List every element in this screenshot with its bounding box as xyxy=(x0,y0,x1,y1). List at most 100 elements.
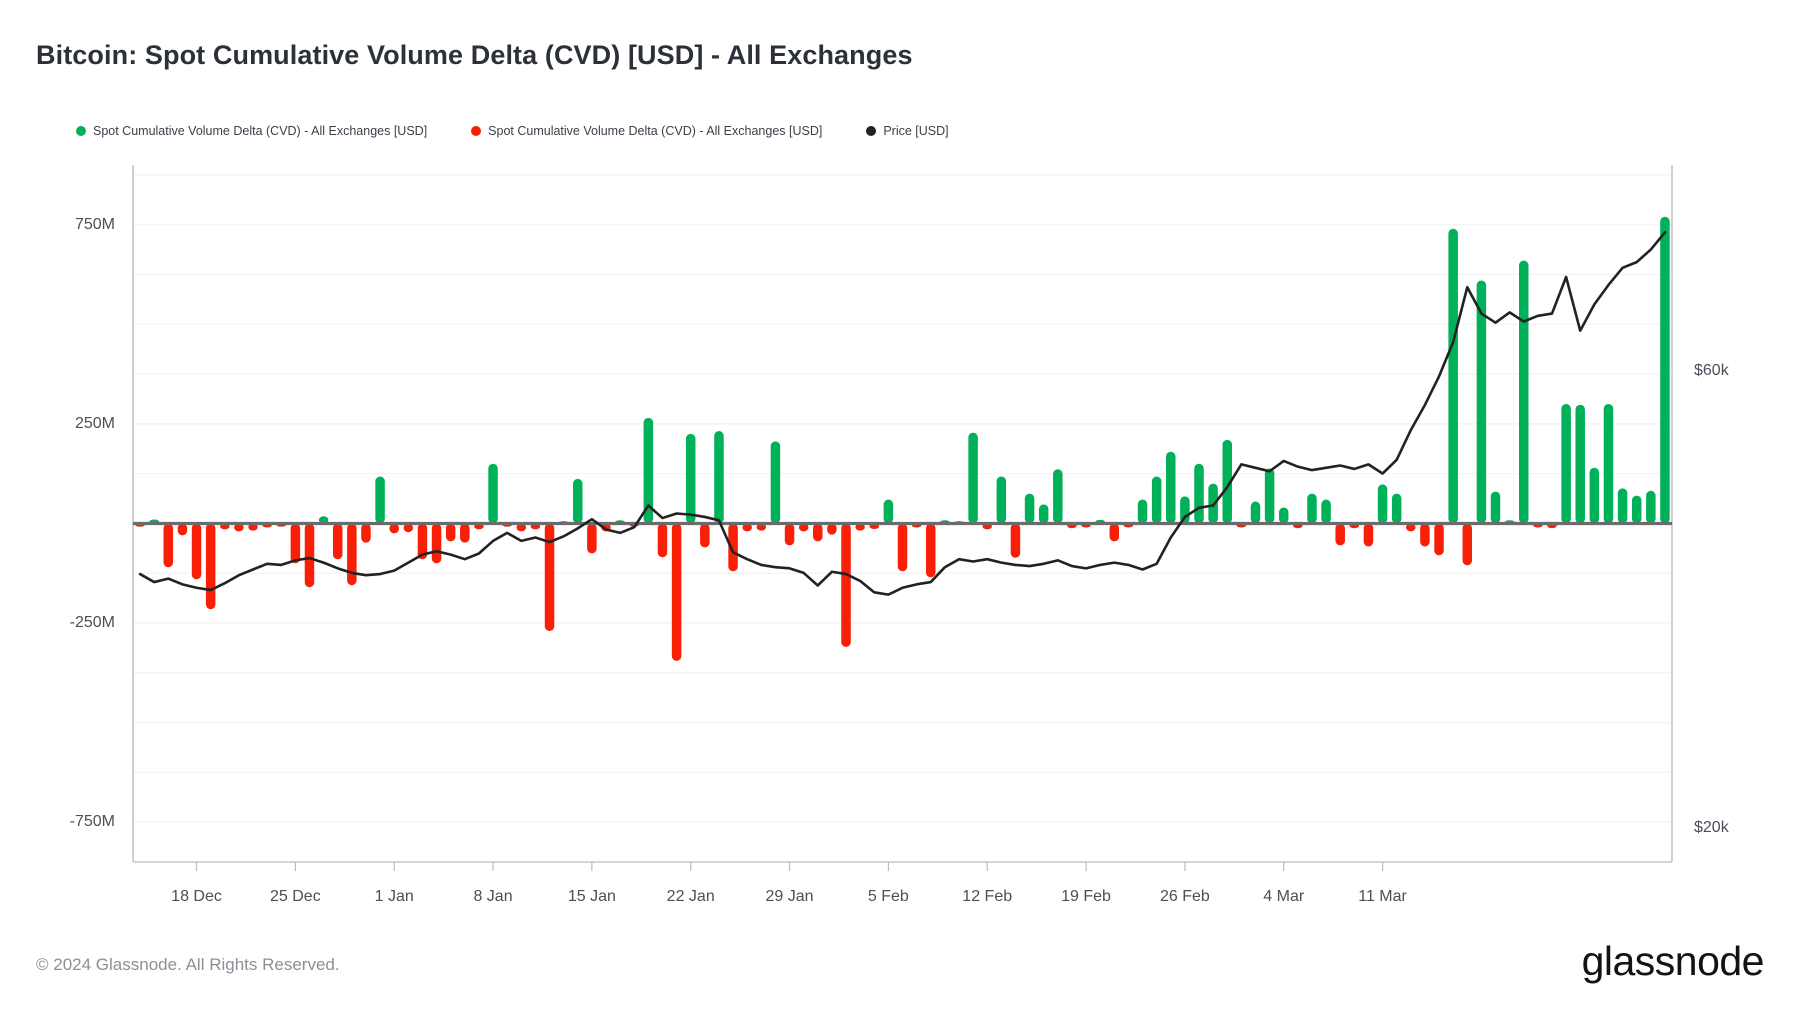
bar xyxy=(1631,495,1642,524)
bar xyxy=(587,523,597,554)
legend-item-cvd-negative[interactable]: Spot Cumulative Volume Delta (CVD) - All… xyxy=(471,125,822,138)
y-axis-left-tick: 250M xyxy=(74,414,115,432)
bar xyxy=(1137,499,1148,524)
bar xyxy=(770,441,781,524)
bar xyxy=(1646,490,1656,524)
bar-series xyxy=(135,216,1670,661)
y-axis-right-tick: $60k xyxy=(1694,361,1729,379)
bar xyxy=(897,523,908,572)
bar xyxy=(290,523,301,564)
y-axis-right-tick: $20k xyxy=(1694,818,1729,836)
bar xyxy=(841,523,851,647)
x-axis-tick: 8 Jan xyxy=(473,888,513,905)
bar xyxy=(573,478,583,524)
bar xyxy=(925,523,936,578)
x-axis-tick: 25 Dec xyxy=(270,888,321,905)
bar xyxy=(996,476,1007,524)
bar xyxy=(968,432,978,524)
bar xyxy=(1377,484,1388,524)
x-axis-tick: 12 Feb xyxy=(962,888,1013,905)
x-axis-tick: 29 Jan xyxy=(765,888,814,905)
bar xyxy=(700,523,710,548)
axis-frame xyxy=(132,165,1673,863)
bar xyxy=(1010,523,1021,558)
bar xyxy=(1307,493,1317,524)
bar xyxy=(827,523,837,535)
x-tick-marks xyxy=(195,862,1384,871)
legend-marker-black-icon xyxy=(866,126,877,136)
bar xyxy=(163,523,174,568)
gridlines xyxy=(133,174,1672,823)
x-axis-tick: 1 Jan xyxy=(374,888,414,905)
bar xyxy=(685,433,696,524)
bar xyxy=(403,523,414,533)
bar xyxy=(347,523,357,586)
legend-item-price[interactable]: Price [USD] xyxy=(866,125,949,138)
bar xyxy=(1490,491,1501,524)
x-axis-tick: 4 Mar xyxy=(1263,888,1305,905)
bar xyxy=(1109,523,1120,542)
bar xyxy=(1406,523,1416,532)
bar xyxy=(1038,504,1049,524)
x-axis-tick: 22 Jan xyxy=(666,888,715,905)
bar xyxy=(1603,403,1614,524)
bar xyxy=(1420,523,1430,547)
legend-label-cvd-negative: Spot Cumulative Volume Delta (CVD) - All… xyxy=(488,123,823,138)
y-axis-left-tick: 750M xyxy=(74,215,115,233)
bar xyxy=(671,523,682,661)
bar xyxy=(1335,523,1345,546)
bar xyxy=(1250,501,1261,524)
x-axis-tick: 5 Feb xyxy=(867,888,909,905)
legend-item-cvd-positive[interactable]: Spot Cumulative Volume Delta (CVD) - All… xyxy=(76,125,427,138)
bar xyxy=(1617,488,1628,524)
copyright-text: © 2024 Glassnode. All Rights Reserved. xyxy=(36,955,340,974)
bar xyxy=(177,523,188,536)
bar xyxy=(643,417,654,524)
bar xyxy=(855,523,865,531)
bar xyxy=(234,523,244,532)
bar xyxy=(318,516,329,524)
legend-label-cvd-positive: Spot Cumulative Volume Delta (CVD) - All… xyxy=(93,123,428,138)
bar xyxy=(1589,467,1600,524)
bar xyxy=(1278,507,1289,524)
x-axis-tick: 19 Feb xyxy=(1061,888,1111,905)
bar xyxy=(1222,439,1232,524)
bar xyxy=(361,523,371,543)
y-axis-left-tick: -250M xyxy=(69,614,115,632)
price-line xyxy=(138,231,1667,596)
y-axis-left-tick: -750M xyxy=(69,813,115,831)
bar xyxy=(389,523,399,534)
glassnode-logo: glassnode xyxy=(1581,938,1765,984)
bar xyxy=(1434,523,1444,556)
chart-legend: Spot Cumulative Volume Delta (CVD) - All… xyxy=(76,122,949,140)
bar xyxy=(375,476,385,524)
bar xyxy=(756,523,767,531)
bar xyxy=(304,523,315,588)
bar xyxy=(417,523,428,560)
bar xyxy=(1194,463,1204,524)
bar xyxy=(445,523,456,542)
bar xyxy=(657,523,668,558)
bar xyxy=(1519,260,1529,524)
bar xyxy=(714,431,724,524)
bar xyxy=(1363,523,1374,547)
page-title: Bitcoin: Spot Cumulative Volume Delta (C… xyxy=(36,40,913,70)
bar xyxy=(1660,216,1670,524)
bar xyxy=(248,523,258,531)
bar xyxy=(1561,403,1571,524)
x-axis-tick: 18 Dec xyxy=(171,888,222,905)
bar xyxy=(544,523,555,631)
bar xyxy=(883,499,894,524)
bar xyxy=(516,523,527,532)
bar xyxy=(1151,476,1162,524)
bar xyxy=(1476,280,1487,524)
bar xyxy=(205,523,216,610)
bar xyxy=(332,523,343,560)
bar xyxy=(1448,228,1458,524)
bar xyxy=(488,463,498,524)
bar xyxy=(1391,493,1402,524)
bar xyxy=(742,523,752,532)
